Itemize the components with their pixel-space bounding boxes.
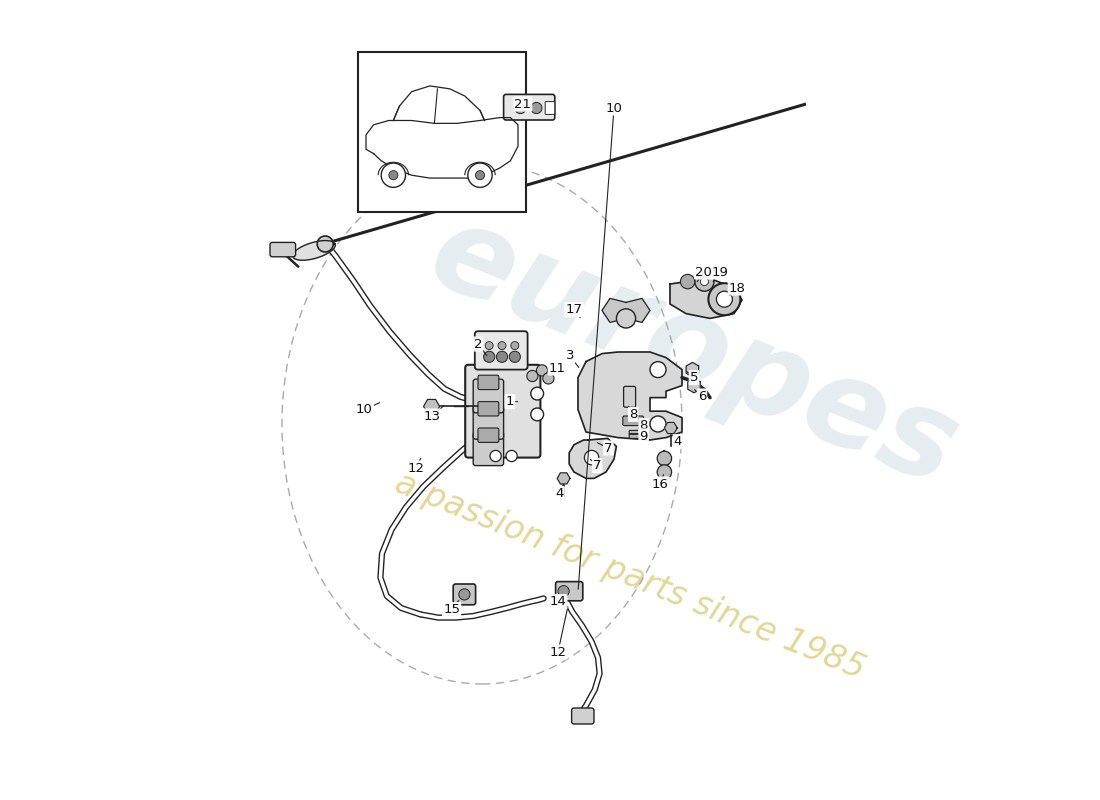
- Text: 19: 19: [712, 266, 728, 278]
- FancyBboxPatch shape: [478, 375, 498, 390]
- Circle shape: [485, 342, 493, 350]
- Text: 12: 12: [407, 462, 425, 474]
- FancyBboxPatch shape: [465, 365, 540, 458]
- Circle shape: [510, 342, 519, 350]
- Polygon shape: [626, 298, 650, 322]
- Text: 5: 5: [690, 371, 698, 384]
- Text: 14: 14: [550, 595, 566, 608]
- Circle shape: [616, 309, 636, 328]
- Text: 2: 2: [474, 338, 482, 350]
- Circle shape: [468, 163, 492, 187]
- Text: 4: 4: [674, 435, 682, 448]
- Polygon shape: [688, 378, 701, 393]
- Circle shape: [558, 586, 569, 597]
- Circle shape: [716, 291, 733, 307]
- Text: 17: 17: [565, 303, 583, 316]
- Circle shape: [317, 236, 333, 252]
- Circle shape: [388, 170, 398, 180]
- FancyBboxPatch shape: [572, 708, 594, 724]
- Text: 9: 9: [639, 430, 648, 442]
- Circle shape: [498, 342, 506, 350]
- Polygon shape: [602, 298, 626, 322]
- Circle shape: [527, 370, 538, 382]
- Text: 8: 8: [629, 408, 637, 421]
- Circle shape: [542, 373, 554, 384]
- Text: europes: europes: [414, 194, 975, 510]
- Text: a passion for parts since 1985: a passion for parts since 1985: [390, 466, 870, 686]
- FancyBboxPatch shape: [475, 331, 528, 370]
- Text: 13: 13: [424, 410, 440, 422]
- FancyBboxPatch shape: [473, 379, 504, 413]
- Polygon shape: [293, 241, 336, 260]
- Circle shape: [475, 170, 485, 180]
- Text: 21: 21: [515, 98, 531, 110]
- Circle shape: [584, 450, 598, 465]
- Text: 10: 10: [606, 102, 623, 114]
- Circle shape: [531, 387, 543, 400]
- Text: 12: 12: [550, 646, 566, 658]
- FancyBboxPatch shape: [270, 242, 296, 257]
- Circle shape: [537, 365, 548, 376]
- FancyBboxPatch shape: [473, 432, 504, 466]
- FancyBboxPatch shape: [556, 582, 583, 601]
- FancyBboxPatch shape: [478, 428, 498, 442]
- FancyBboxPatch shape: [629, 430, 642, 438]
- Circle shape: [650, 416, 666, 432]
- Text: 20: 20: [695, 266, 712, 278]
- FancyBboxPatch shape: [624, 386, 636, 407]
- Circle shape: [382, 163, 406, 187]
- Text: 3: 3: [565, 350, 574, 362]
- Text: 8: 8: [639, 419, 648, 432]
- Text: 16: 16: [652, 478, 669, 490]
- Circle shape: [531, 102, 542, 114]
- Circle shape: [695, 272, 714, 291]
- FancyBboxPatch shape: [473, 406, 504, 439]
- Polygon shape: [686, 362, 698, 377]
- Circle shape: [708, 283, 740, 315]
- FancyBboxPatch shape: [478, 402, 498, 416]
- Circle shape: [701, 278, 708, 286]
- Text: 6: 6: [697, 390, 706, 402]
- Circle shape: [459, 589, 470, 600]
- Text: 4: 4: [556, 487, 564, 500]
- FancyBboxPatch shape: [546, 102, 554, 114]
- Circle shape: [515, 102, 526, 114]
- Circle shape: [509, 351, 520, 362]
- Circle shape: [490, 450, 502, 462]
- Polygon shape: [664, 422, 678, 434]
- Circle shape: [681, 274, 695, 289]
- FancyBboxPatch shape: [453, 584, 475, 605]
- FancyBboxPatch shape: [504, 94, 554, 120]
- Polygon shape: [578, 352, 682, 440]
- Circle shape: [657, 451, 672, 466]
- FancyBboxPatch shape: [623, 416, 643, 426]
- Text: 7: 7: [593, 459, 602, 472]
- Text: 7: 7: [604, 442, 613, 454]
- Polygon shape: [558, 473, 570, 484]
- Text: 1: 1: [506, 395, 515, 408]
- Circle shape: [650, 362, 666, 378]
- Polygon shape: [670, 278, 742, 318]
- Circle shape: [496, 351, 507, 362]
- Circle shape: [484, 351, 495, 362]
- FancyBboxPatch shape: [358, 52, 526, 212]
- Circle shape: [657, 465, 672, 479]
- Circle shape: [531, 408, 543, 421]
- Polygon shape: [569, 438, 616, 478]
- Text: 10: 10: [356, 403, 373, 416]
- Polygon shape: [424, 399, 440, 414]
- Text: 15: 15: [443, 603, 460, 616]
- Circle shape: [506, 450, 517, 462]
- Text: 18: 18: [729, 282, 746, 294]
- Text: 11: 11: [549, 362, 565, 374]
